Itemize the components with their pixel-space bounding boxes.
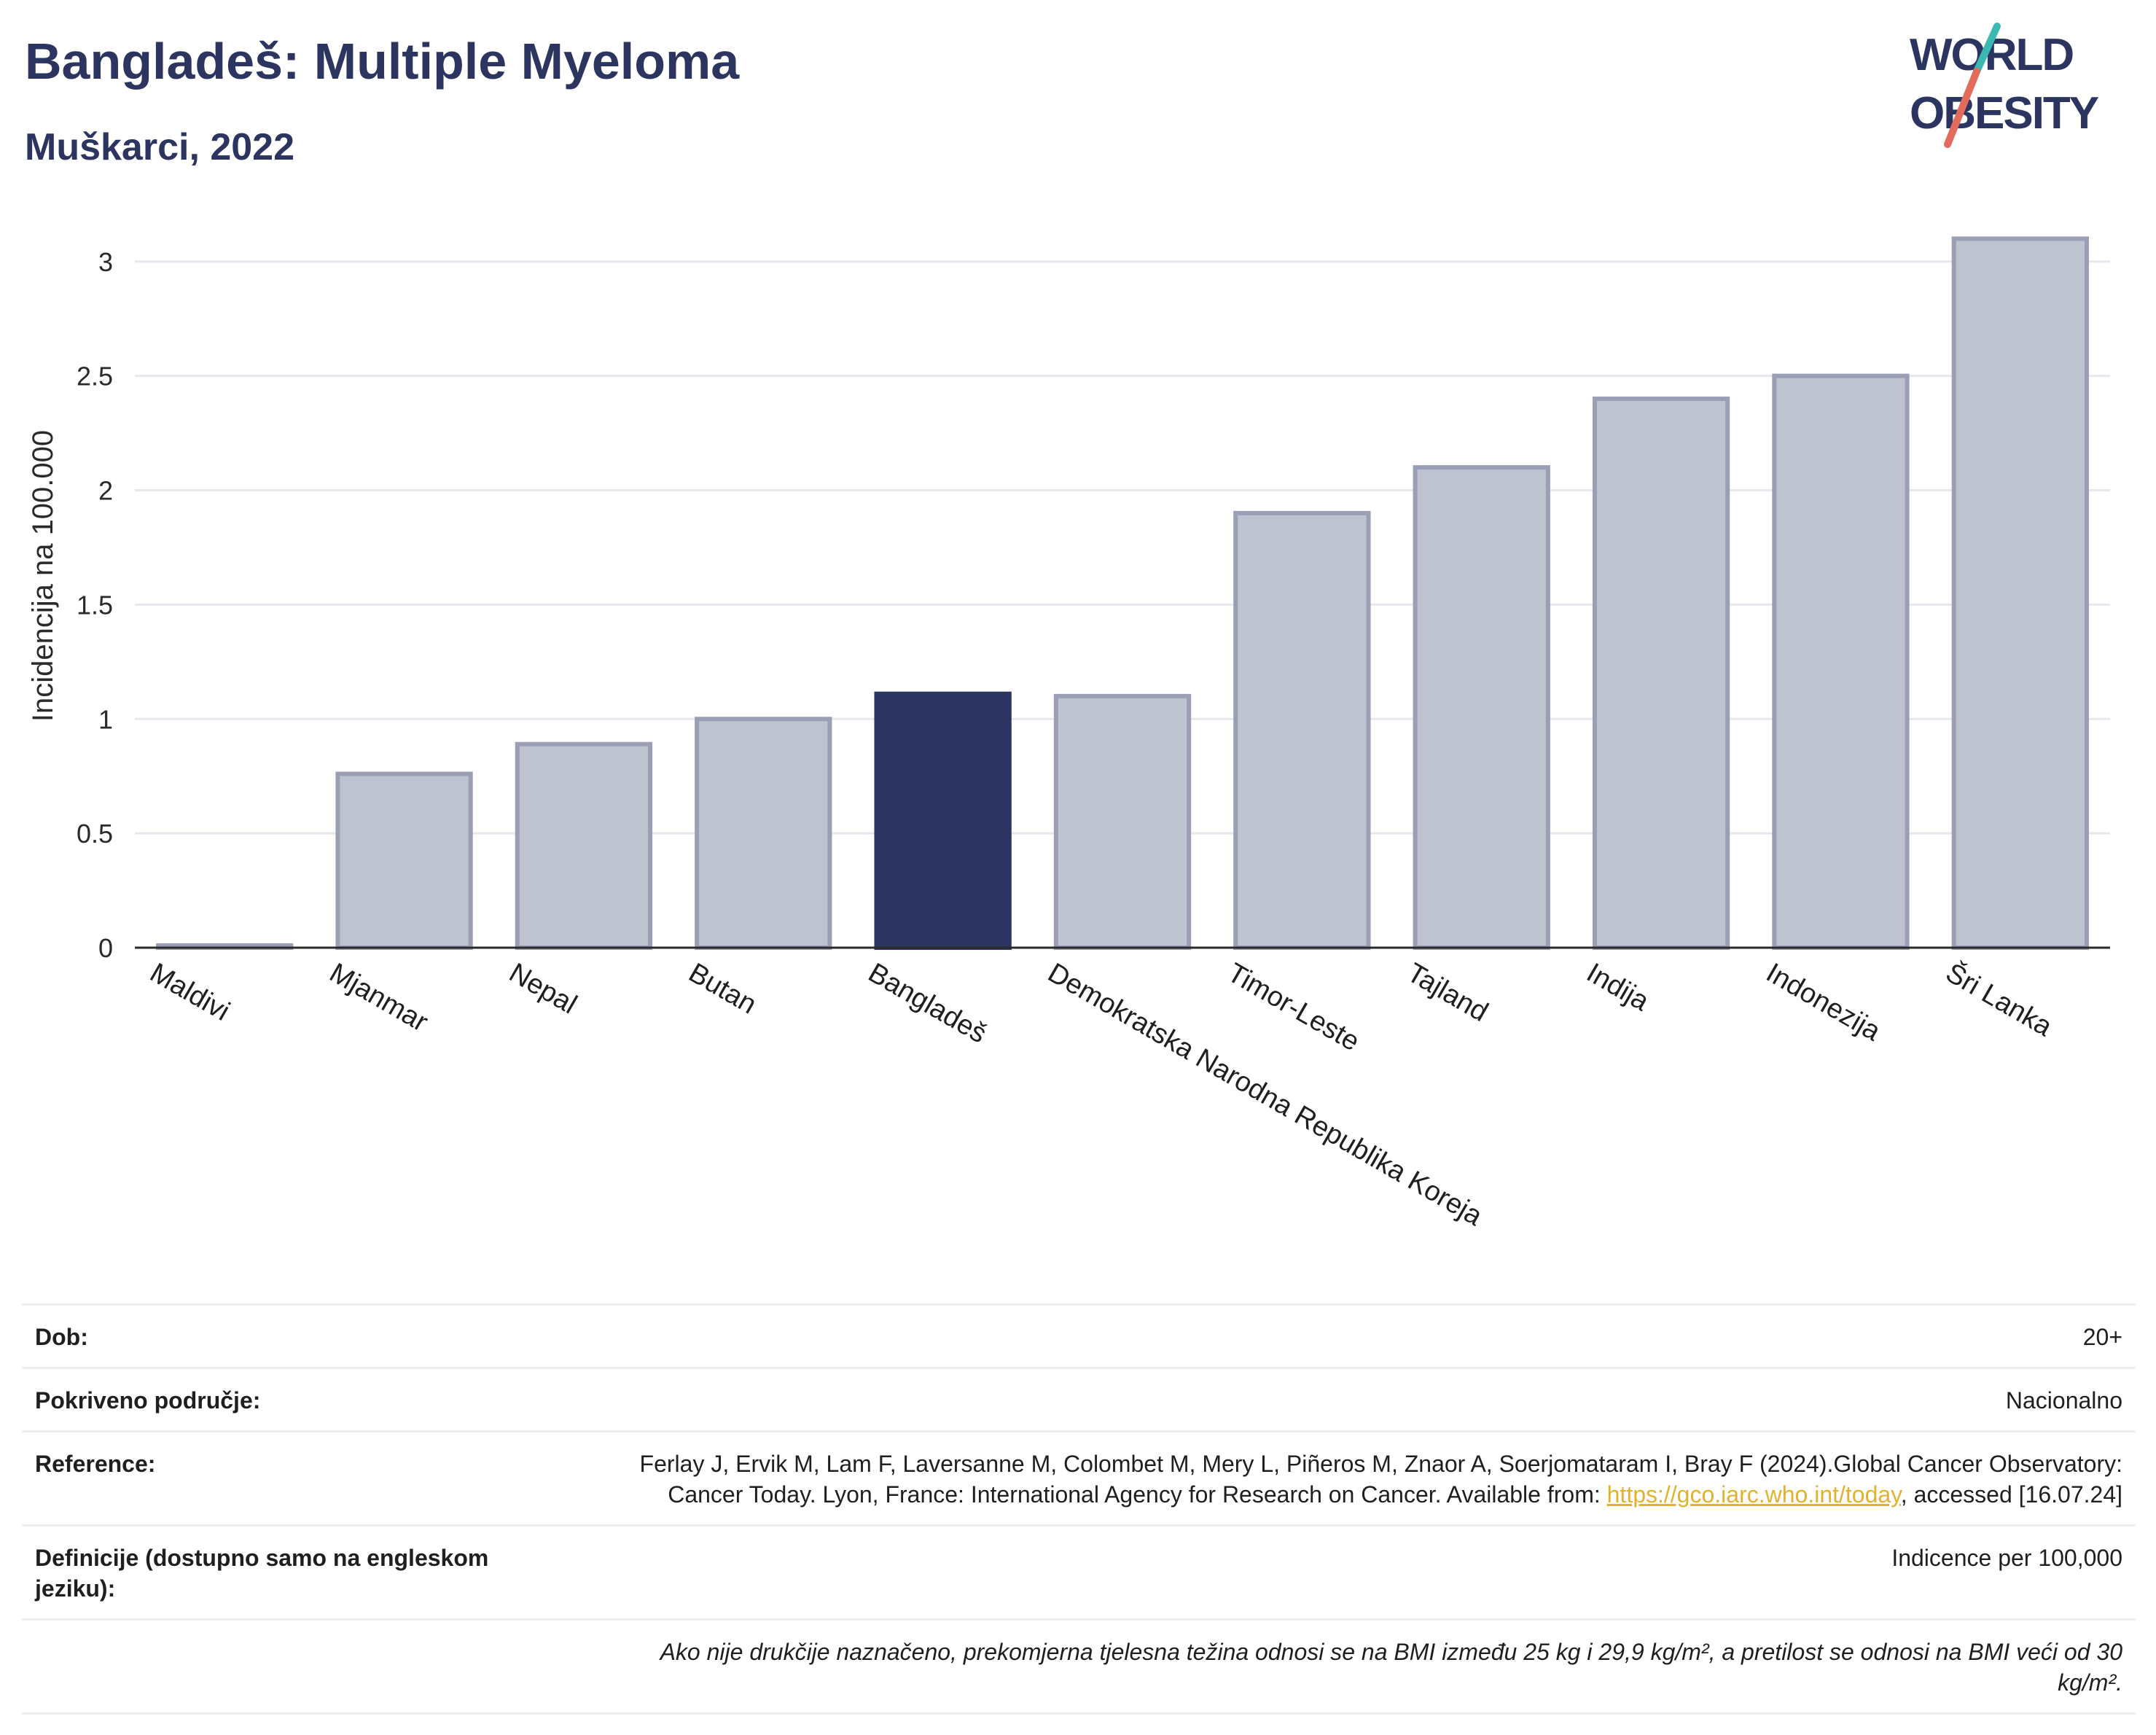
logo-slash-teal <box>1973 23 2001 75</box>
coverage-label: Pokriveno područje: <box>35 1387 261 1414</box>
x-tick-label: Bangladeš <box>863 957 992 1049</box>
y-axis-label: Incidencija na 100.000 <box>27 430 59 722</box>
logo-line2: OBESITY <box>1910 88 2099 139</box>
y-tick-label: 2 <box>98 476 113 506</box>
reference-value: Ferlay J, Ervik M, Lam F, Laversanne M, … <box>592 1449 2122 1510</box>
x-tick-label: Timor-Leste <box>1222 957 1364 1057</box>
x-tick-label: Tajland <box>1402 957 1493 1028</box>
meta-row-reference: Reference: Ferlay J, Ervik M, Lam F, Lav… <box>22 1430 2136 1524</box>
bar-highlighted <box>874 691 1012 950</box>
y-tick-label: 2.5 <box>77 362 113 391</box>
meta-row-age: Dob: 20+ <box>22 1303 2136 1367</box>
coverage-value: Nacionalno <box>2005 1387 2122 1414</box>
bar <box>1592 397 1730 950</box>
bar <box>1233 510 1371 950</box>
age-label: Dob: <box>35 1324 88 1350</box>
x-tick-label: Šri Lanka <box>1940 956 2058 1043</box>
meta-row-definitions: Definicije (dostupno samo na engleskom j… <box>22 1524 2136 1618</box>
x-tick-label: Maldivi <box>145 957 235 1026</box>
bar <box>1772 373 1910 950</box>
y-tick-label: 1.5 <box>77 590 113 620</box>
bar-chart: 0 0.5 1 1.5 2 2.5 3 Maldivi Mjanmar Nepal Butan Ban… <box>27 236 2110 1232</box>
x-tick-label: Butan <box>684 957 762 1020</box>
bar <box>1951 236 2089 950</box>
definitions-value: Indicence per 100,000 <box>1891 1545 2122 1571</box>
y-tick-label: 1 <box>98 704 113 734</box>
reference-label: Reference: <box>35 1451 156 1477</box>
age-value: 20+ <box>2082 1324 2122 1350</box>
logo-slash-coral <box>1944 68 1980 148</box>
reference-suffix: , accessed [16.07.24] <box>1900 1481 2122 1508</box>
reference-text: Ferlay J, Ervik M, Lam F, Laversanne M, … <box>639 1451 2122 1508</box>
meta-row-note: Ako nije drukčije naznačeno, prekomjerna… <box>22 1618 2136 1715</box>
x-tick-label: Indonezija <box>1761 957 1886 1047</box>
y-tick-label: 0 <box>98 933 113 963</box>
bar <box>1053 693 1192 950</box>
metadata-table: Dob: 20+ Pokriveno područje: Nacionalno … <box>22 1303 2136 1715</box>
x-tick-label: Indija <box>1582 957 1655 1017</box>
bar <box>1413 465 1550 950</box>
chart-subtitle: Muškarci, 2022 <box>25 126 295 168</box>
definitions-label: Definicije (dostupno samo na engleskom j… <box>35 1545 489 1602</box>
reference-link[interactable]: https://gco.iarc.who.int/today <box>1606 1481 1901 1508</box>
bar <box>515 741 653 950</box>
meta-row-coverage: Pokriveno područje: Nacionalno <box>22 1367 2136 1430</box>
bars <box>156 236 2089 951</box>
y-tick-label: 3 <box>98 247 113 277</box>
x-tick-label: Nepal <box>504 957 582 1020</box>
y-tick-label: 0.5 <box>77 819 113 849</box>
chart-title: Bangladeš: Multiple Myeloma <box>25 33 740 90</box>
bar <box>695 717 832 950</box>
obesity-definition-note: Ako nije drukčije naznačeno, prekomjerna… <box>660 1639 2122 1696</box>
bar <box>335 771 473 951</box>
x-tick-label: Mjanmar <box>324 957 433 1037</box>
world-obesity-logo: WORLD OBESITY <box>1910 23 2101 148</box>
